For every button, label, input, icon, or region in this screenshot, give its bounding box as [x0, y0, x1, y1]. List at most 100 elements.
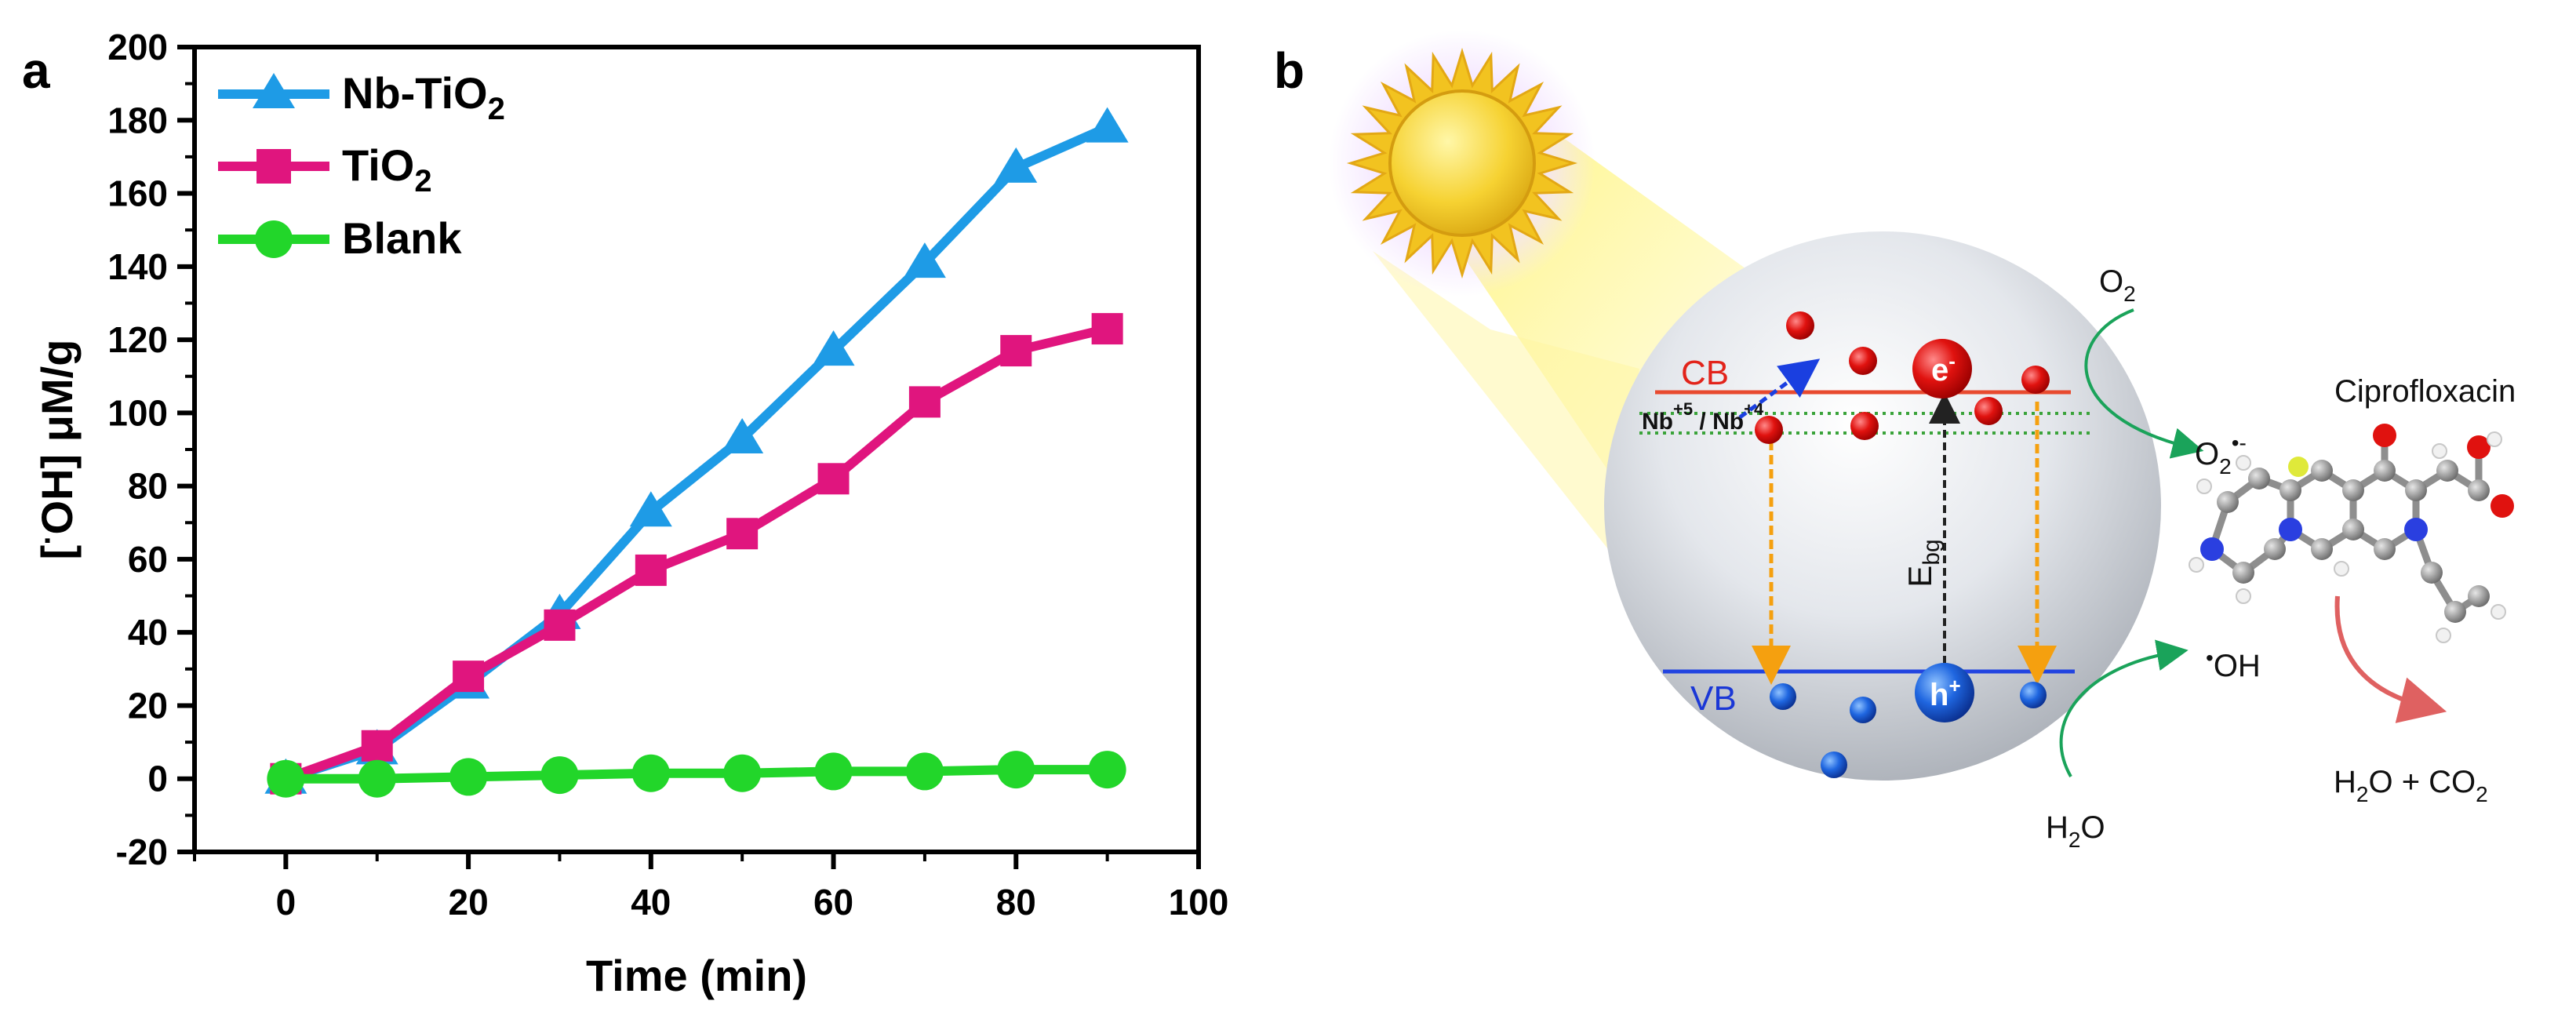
catalyst-particle — [1604, 231, 2161, 781]
light-beam-lower — [1373, 251, 1639, 549]
electron-particle — [2021, 366, 2050, 394]
data-point — [995, 147, 1038, 183]
degradation-arrow — [2334, 595, 2447, 723]
x-tick-label: 100 — [1169, 882, 1229, 923]
data-point — [1088, 751, 1126, 789]
hole-particle — [1821, 752, 1847, 778]
data-point — [358, 759, 396, 798]
x-axis-label: Time (min) — [586, 951, 807, 1000]
hole-particle — [2020, 682, 2047, 708]
series-layer — [264, 107, 1129, 798]
y-tick-label: 200 — [107, 27, 168, 67]
legend-marker-circle — [255, 220, 293, 258]
data-point — [908, 386, 941, 418]
data-point — [449, 758, 488, 796]
data-point — [544, 609, 576, 641]
y-tick-label: 40 — [128, 612, 168, 653]
legend-item-tio2: TiO2 — [218, 140, 432, 198]
data-point — [814, 752, 853, 791]
data-point — [453, 661, 485, 693]
electron-particle — [1974, 397, 2003, 425]
series-line — [286, 765, 1108, 784]
y-axis-ticks: -20 0 20 40 60 80 100 120 140 160 180 200 — [107, 27, 195, 872]
bandgap-label: Ebg — [1901, 539, 1945, 587]
series-line — [284, 324, 1109, 784]
data-point — [267, 759, 305, 798]
data-point — [361, 730, 393, 762]
y-axis-label: [·OH] μM/g — [31, 340, 82, 560]
x-tick-label: 60 — [813, 882, 853, 923]
hole-big-particle — [1915, 663, 1974, 722]
chart-panel-a: 0 20 40 60 80 100 -20 0 20 40 60 80 100 120 140 160 180… — [31, 27, 1228, 1000]
cb-label: CB — [1681, 354, 1729, 392]
x-tick-label: 20 — [449, 882, 489, 923]
hole-particle — [1770, 683, 1796, 710]
y-tick-label: 60 — [128, 539, 168, 580]
data-point — [540, 756, 579, 795]
ciprofloxacin-molecule — [2189, 424, 2514, 643]
legend-label-blank: Blank — [342, 213, 462, 263]
o2-reduction-arrow — [2084, 308, 2204, 459]
x-axis-ticks: 0 20 40 60 80 100 — [193, 852, 1229, 923]
data-point — [1086, 107, 1129, 143]
series-1 — [270, 313, 1123, 795]
data-point — [726, 518, 759, 550]
y-tick-label: 0 — [147, 759, 168, 799]
y-tick-label: 100 — [107, 392, 168, 433]
y-tick-label: 140 — [107, 246, 168, 287]
legend: Nb-TiO2 TiO2 Blank — [218, 68, 505, 263]
data-point — [903, 242, 946, 278]
x-tick-label: 80 — [996, 882, 1036, 923]
data-point — [1091, 313, 1123, 345]
electron-symbol: e- — [1931, 349, 1956, 388]
data-point — [905, 752, 944, 791]
hole-symbol: h+ — [1930, 674, 1961, 712]
y-tick-label: 20 — [128, 685, 168, 726]
series-2 — [267, 751, 1126, 798]
electron-particle — [1755, 416, 1783, 444]
data-point — [817, 463, 850, 495]
panel-label-b: b — [1274, 42, 1304, 99]
electron-particle — [1786, 311, 1814, 340]
panel-label-a: a — [22, 42, 50, 99]
electron-big-particle — [1912, 339, 1972, 399]
y-tick-label: 80 — [128, 466, 168, 507]
vb-label: VB — [1690, 679, 1737, 718]
sun-icon — [1329, 30, 1595, 297]
o2-label: O2 — [2099, 264, 2136, 306]
data-point — [631, 754, 670, 792]
legend-item-nb-tio2: Nb-TiO2 — [218, 68, 505, 126]
products-label: H2O + CO2 — [2334, 765, 2488, 806]
data-point — [721, 418, 764, 454]
legend-marker-square — [257, 149, 291, 184]
electron-particle — [1849, 347, 1877, 375]
legend-label-nb-tio2: Nb-TiO2 — [342, 68, 505, 126]
superoxide-label: O2•- — [2195, 431, 2247, 479]
h2o-oxidation-arrow — [2059, 639, 2189, 777]
y-tick-label: -20 — [116, 832, 168, 872]
molecule-name: Ciprofloxacin — [2334, 374, 2516, 409]
legend-marker-triangle — [253, 73, 295, 108]
electron-particle — [1850, 412, 1879, 440]
electron-transfer-arrow — [1738, 358, 1821, 420]
y-tick-label: 120 — [107, 319, 168, 360]
x-tick-label: 0 — [276, 882, 297, 923]
data-point — [635, 554, 667, 586]
series-0 — [264, 107, 1129, 794]
nb-dopant-label: Nb+5 / Nb+4 — [1642, 399, 1764, 435]
data-point — [1000, 335, 1032, 367]
data-point — [629, 491, 672, 527]
mechanism-diagram: CB Nb+5 / Nb+4 VB Ebg e- h+ — [1329, 30, 2516, 852]
y-tick-label: 180 — [107, 100, 168, 140]
h2o-label: H2O — [2046, 810, 2105, 852]
legend-label-tio2: TiO2 — [342, 140, 432, 198]
data-point — [812, 330, 855, 366]
data-point — [997, 751, 1035, 789]
data-point — [723, 754, 762, 792]
x-tick-label: 40 — [631, 882, 671, 923]
y-tick-label: 160 — [107, 173, 168, 214]
hole-particle — [1850, 697, 1876, 723]
hydroxyl-radical-label: •OH — [2206, 646, 2261, 683]
legend-item-blank: Blank — [218, 213, 462, 263]
